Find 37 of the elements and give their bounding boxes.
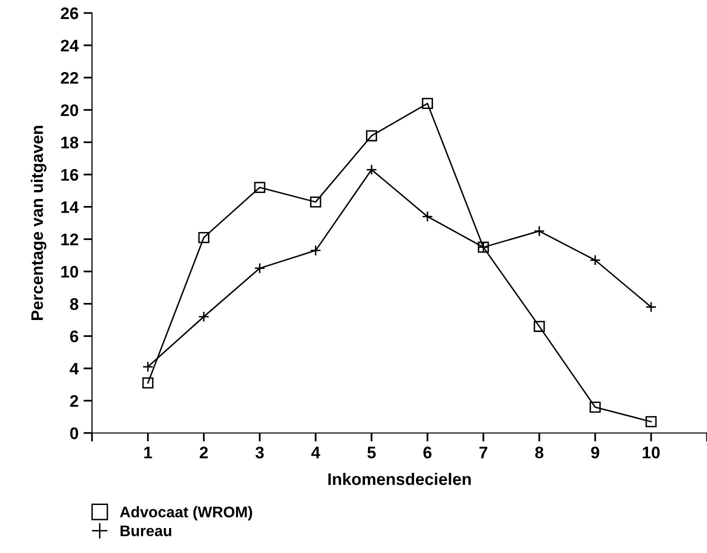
x-tick-label: 9 xyxy=(591,446,600,458)
y-tick-label: 8 xyxy=(70,298,78,310)
point xyxy=(534,320,545,332)
x-tick-label: 4 xyxy=(311,446,320,458)
y-tick-label: 4 xyxy=(70,362,79,374)
x-tick-label: 6 xyxy=(423,446,432,458)
y-tick-label: 16 xyxy=(61,168,78,181)
x-tick-label: 7 xyxy=(479,446,488,458)
point xyxy=(422,98,434,110)
x-tick-label: 8 xyxy=(535,446,544,458)
x-tick-label: 2 xyxy=(200,446,208,458)
point xyxy=(142,377,154,388)
y-tick-label: 0 xyxy=(70,427,78,440)
point xyxy=(310,196,322,208)
y-tick-label: 2 xyxy=(70,395,78,407)
legend-label: Bureau xyxy=(120,526,172,536)
y-tick-label: 6 xyxy=(70,330,78,342)
y-axis-title: Percentage van uitgaven xyxy=(30,126,46,320)
x-axis-title: Inkomensdecielen xyxy=(328,472,471,486)
point xyxy=(646,416,657,428)
x-tick-label: 3 xyxy=(255,446,264,458)
point xyxy=(254,182,266,194)
point xyxy=(198,232,210,244)
y-tick-label: 20 xyxy=(60,104,78,116)
point xyxy=(590,402,601,413)
x-tick-label: 10 xyxy=(642,446,660,458)
legend-label: Advocaat (WROM) xyxy=(120,506,252,520)
y-tick-label: 18 xyxy=(61,136,78,148)
point xyxy=(366,130,378,142)
x-tick-label: 1 xyxy=(144,446,152,458)
y-tick-label: 14 xyxy=(61,201,79,213)
y-tick-label: 10 xyxy=(61,266,78,278)
x-tick-label: 5 xyxy=(367,446,376,458)
y-tick-label: 24 xyxy=(60,40,79,52)
y-tick-label: 22 xyxy=(60,72,78,84)
y-tick-label: 12 xyxy=(61,234,78,246)
y-tick-label: 26 xyxy=(60,7,78,20)
